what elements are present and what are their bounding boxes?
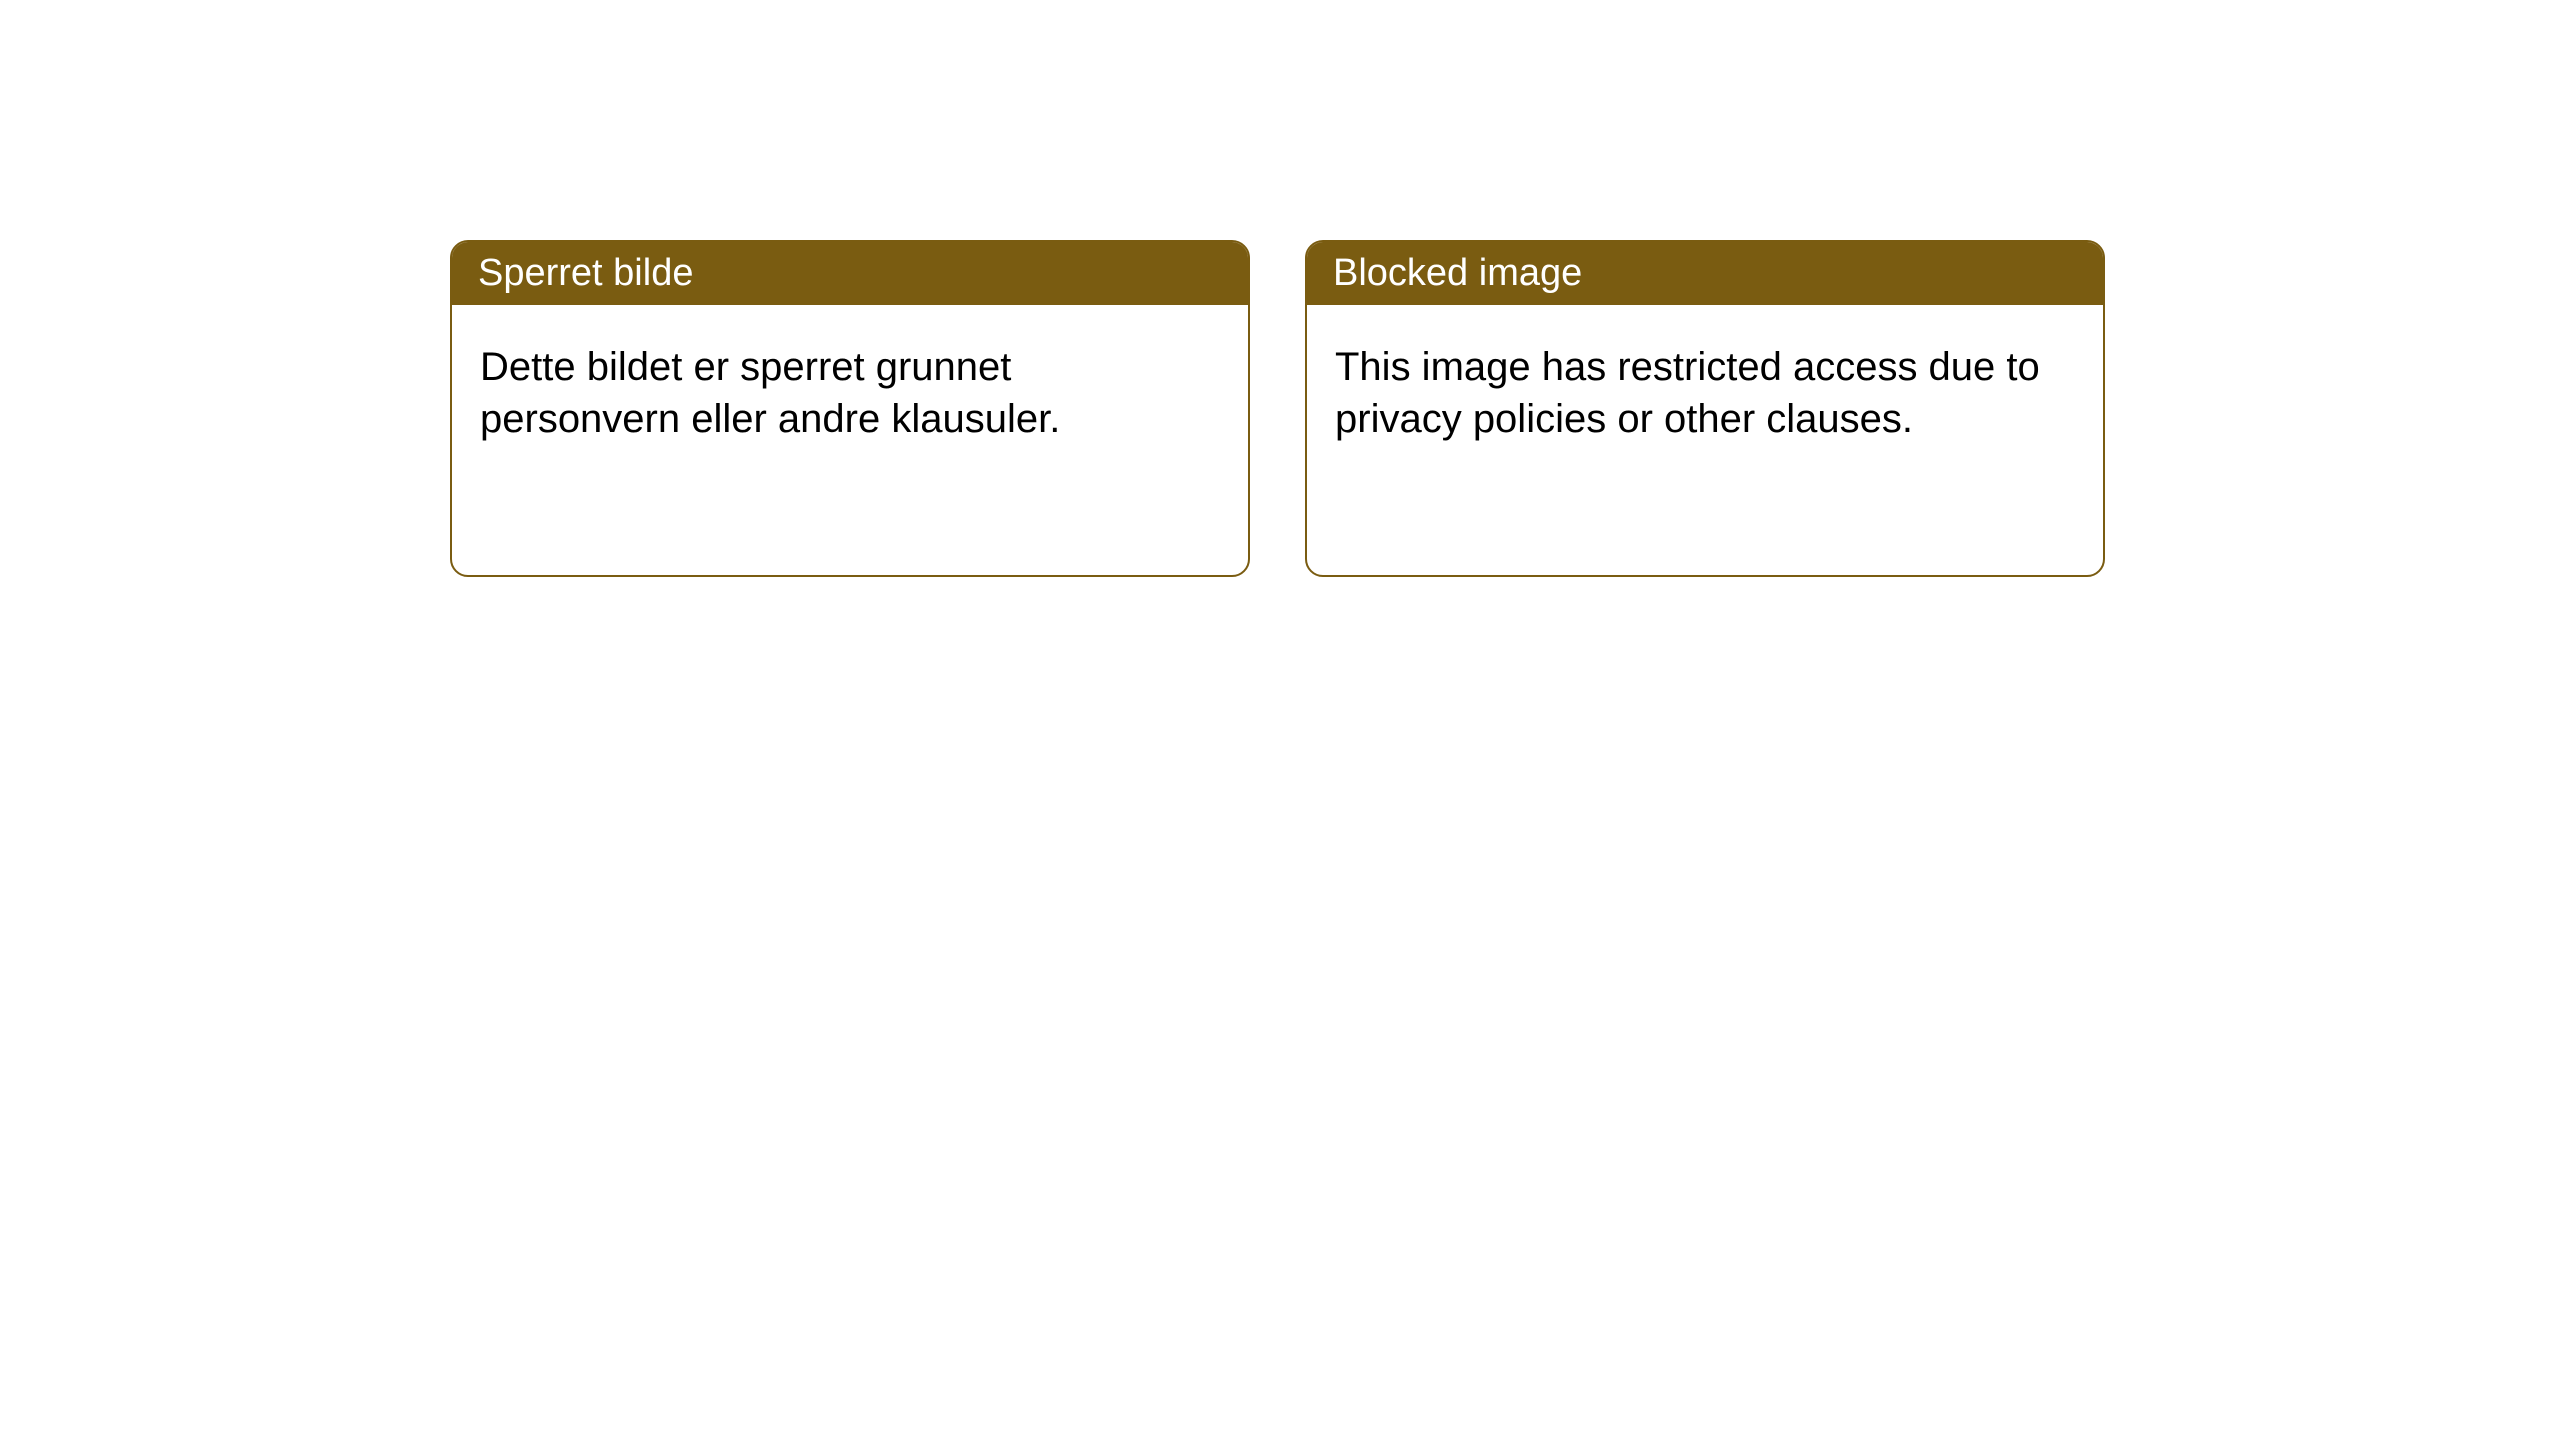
card-body: Dette bildet er sperret grunnet personve… [452, 305, 1248, 481]
blocked-image-card-en: Blocked image This image has restricted … [1305, 240, 2105, 577]
card-title: Blocked image [1333, 252, 1582, 294]
blocked-image-card-no: Sperret bilde Dette bildet er sperret gr… [450, 240, 1250, 577]
card-body: This image has restricted access due to … [1307, 305, 2103, 481]
card-title: Sperret bilde [478, 252, 693, 294]
card-body-text: This image has restricted access due to … [1335, 345, 2040, 441]
card-header: Sperret bilde [452, 242, 1248, 305]
card-header: Blocked image [1307, 242, 2103, 305]
cards-container: Sperret bilde Dette bildet er sperret gr… [0, 0, 2560, 577]
card-body-text: Dette bildet er sperret grunnet personve… [480, 345, 1060, 441]
